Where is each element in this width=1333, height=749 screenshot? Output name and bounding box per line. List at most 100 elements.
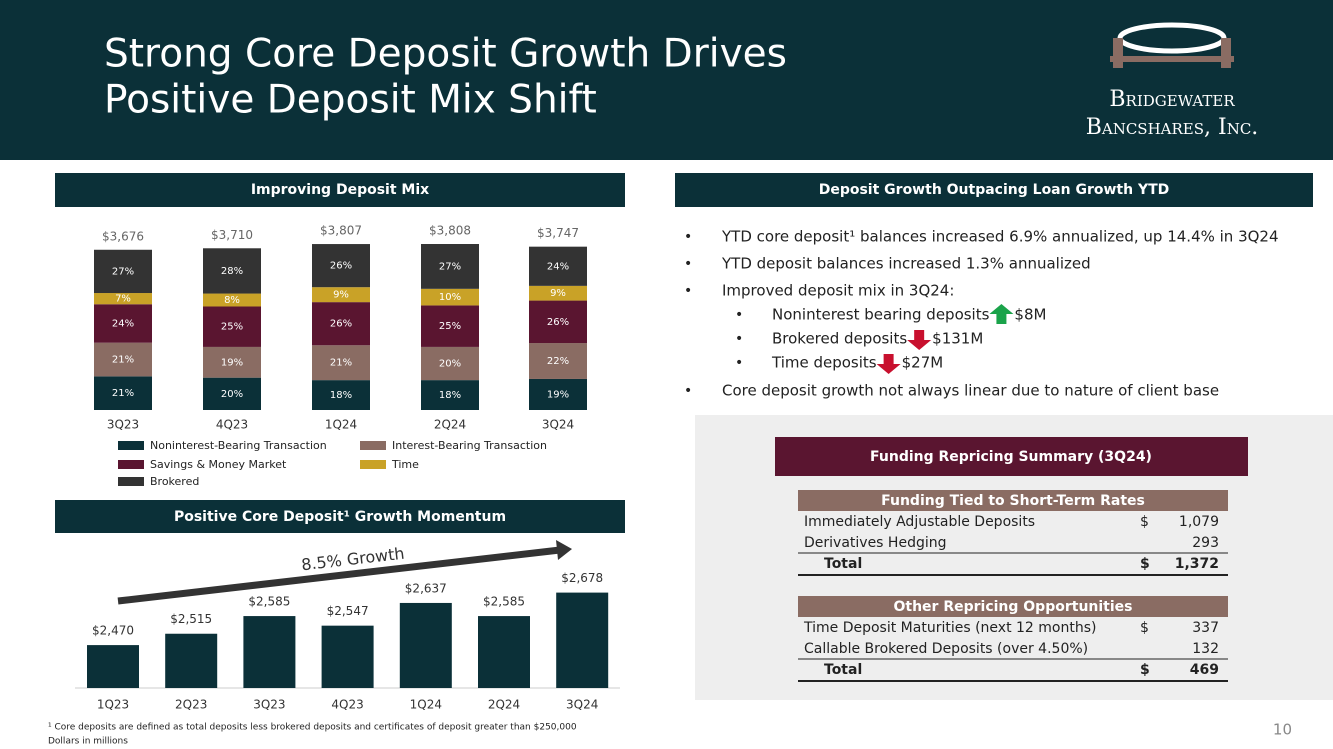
table-total-value: 1,372: [1175, 556, 1219, 572]
bar: [321, 625, 374, 688]
bar-segment: [421, 380, 479, 410]
data-label: 25%: [439, 321, 461, 332]
table-cell-label: Time Deposit Maturities (next 12 months): [803, 620, 1096, 636]
bar-segment: [312, 287, 370, 303]
bar-segment: [421, 305, 479, 347]
bullet-amount: $8M: [1014, 306, 1046, 324]
data-label: 18%: [439, 390, 461, 401]
bar-segment: [203, 346, 261, 378]
growth-arrowhead: [556, 540, 572, 560]
total-label: $3,808: [429, 224, 471, 238]
legend-label: Savings & Money Market: [150, 458, 287, 471]
bar: [87, 645, 139, 688]
total-label: $3,676: [102, 229, 144, 243]
data-label: 18%: [330, 390, 352, 401]
change-arrow: [876, 354, 901, 374]
legend-label: Time: [391, 458, 419, 471]
legend-swatch: [118, 477, 144, 486]
logo-text: Bridgewater: [1109, 87, 1235, 112]
bullet-text: YTD deposit balances increased 1.3% annu…: [721, 255, 1091, 273]
bar-segment: [529, 300, 587, 344]
data-label: 24%: [547, 261, 569, 272]
data-label: 10%: [439, 292, 461, 303]
table-heading-text: Funding Repricing Summary (3Q24): [870, 449, 1152, 465]
table-cell-value: 337: [1192, 620, 1219, 636]
change-arrow: [989, 304, 1014, 324]
table-total-label: Total: [824, 662, 862, 678]
bar-segment: [94, 304, 152, 343]
data-label: $2,547: [327, 604, 369, 618]
bar: [399, 602, 452, 688]
legend-swatch: [118, 441, 144, 450]
data-label: 24%: [112, 318, 134, 329]
bar: [243, 616, 296, 688]
table-total-currency: $: [1140, 662, 1150, 678]
bar-segment: [312, 380, 370, 410]
growth-arrow: [117, 546, 561, 605]
data-label: $2,678: [561, 571, 603, 585]
table-section-header-text: Other Repricing Opportunities: [893, 599, 1132, 615]
bullet-dot: •: [684, 383, 692, 399]
bar-segment: [421, 288, 479, 306]
footnote: ¹ Core deposits are defined as total dep…: [48, 723, 577, 733]
bar: [478, 616, 530, 688]
bar-segment: [421, 244, 479, 289]
logo-icon: [1110, 22, 1234, 68]
bar-segment: [312, 345, 370, 381]
data-label: 21%: [112, 388, 134, 399]
bar-segment: [312, 302, 370, 346]
bar-segment: [529, 378, 587, 410]
data-label: 9%: [550, 288, 566, 299]
data-label: 26%: [330, 261, 352, 272]
bullet-text: Core deposit growth not always linear du…: [722, 382, 1219, 400]
bar-segment: [203, 248, 261, 294]
x-tick-label: 2Q23: [175, 698, 207, 712]
x-tick-label: 4Q23: [331, 698, 363, 712]
table-total-value: 469: [1190, 662, 1219, 678]
x-tick-label: 3Q24: [566, 698, 598, 712]
section-heading-text: Deposit Growth Outpacing Loan Growth YTD: [819, 182, 1170, 198]
table-total-currency: $: [1140, 556, 1150, 572]
data-label: 21%: [330, 358, 352, 369]
data-label: $2,637: [405, 581, 447, 595]
data-label: 22%: [547, 356, 569, 367]
total-label: $3,710: [211, 228, 253, 242]
data-label: 26%: [547, 317, 569, 328]
data-label: $2,470: [92, 624, 134, 638]
bar-segment: [421, 346, 479, 381]
data-label: 28%: [221, 266, 243, 277]
total-label: $3,807: [320, 224, 362, 238]
bullet-text: Time deposits: [771, 354, 877, 372]
section-heading: [55, 500, 625, 533]
table-cell-currency: $: [1140, 514, 1149, 530]
bar-segment: [529, 246, 587, 286]
bar-segment: [312, 244, 370, 288]
data-label: 20%: [439, 359, 461, 370]
bullet-dot: •: [735, 355, 743, 371]
table-section-header: [798, 490, 1228, 511]
legend-swatch: [360, 441, 386, 450]
page-number: 10: [1273, 721, 1292, 739]
bullet-text: Brokered deposits: [772, 330, 907, 348]
data-label: 19%: [221, 357, 243, 368]
legend-swatch: [118, 460, 144, 469]
bullet-dot: •: [735, 307, 743, 323]
table-total-label: Total: [824, 556, 862, 572]
bar-segment: [529, 285, 587, 301]
bar: [556, 592, 609, 688]
data-label: 8%: [224, 295, 240, 306]
bullet-dot: •: [684, 256, 692, 272]
title-line: Strong Core Deposit Growth Drives: [104, 32, 787, 77]
data-label: 26%: [330, 319, 352, 330]
bullet-dot: •: [684, 229, 692, 245]
total-label: $3,747: [537, 226, 579, 240]
bullet-dot: •: [684, 283, 692, 299]
bar-segment: [529, 343, 587, 379]
x-tick-label: 1Q24: [325, 418, 357, 432]
table-section-header: [798, 596, 1228, 617]
table-section-header-text: Funding Tied to Short-Term Rates: [881, 493, 1145, 509]
table-cell-value: 132: [1192, 641, 1219, 657]
data-label: 19%: [547, 389, 569, 400]
x-tick-label: 3Q24: [542, 418, 574, 432]
